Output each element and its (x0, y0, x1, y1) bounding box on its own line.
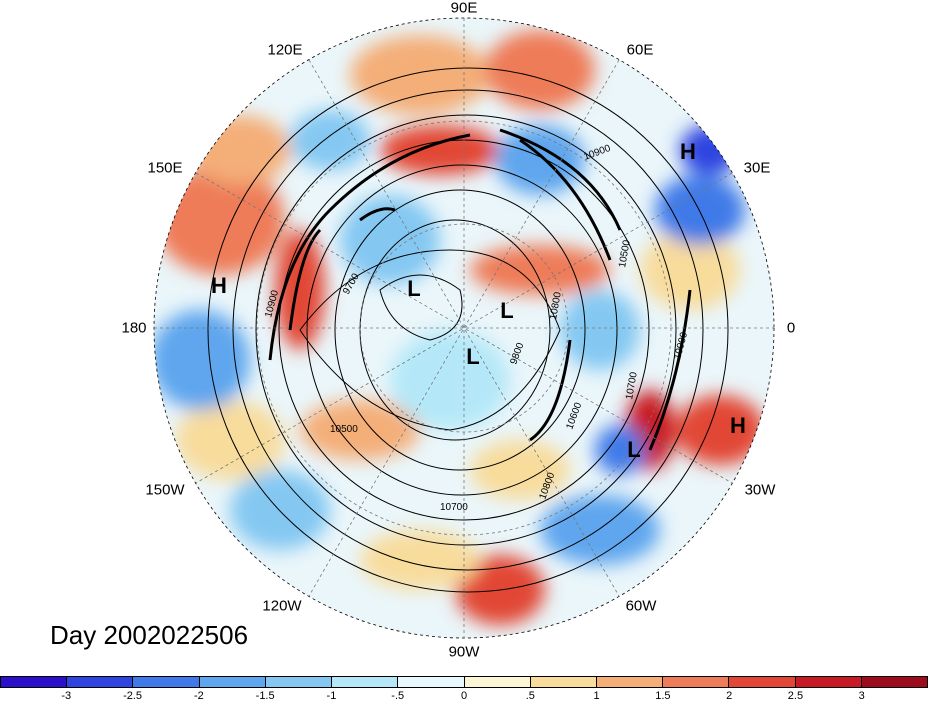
low-pressure-center: L (627, 437, 641, 462)
lon-label-150e: 150E (147, 159, 183, 177)
lon-label-150w: 150W (145, 481, 185, 499)
lon-label-0: 0 (786, 319, 796, 337)
high-pressure-center: H (730, 413, 746, 438)
lon-label-120w: 120W (262, 597, 302, 615)
colorbar-tick-label: -.5 (391, 690, 405, 702)
low-pressure-center: L (407, 276, 421, 301)
lon-label-30w: 30W (744, 481, 776, 499)
polar-stereographic-map (153, 17, 775, 639)
colorbar-swatch (1, 677, 68, 687)
colorbar-swatch (861, 677, 928, 687)
colorbar-swatch (265, 677, 333, 687)
colorbar-tick-label: .5 (525, 690, 535, 702)
lon-label-60e: 60E (626, 41, 654, 59)
anomaly-field (154, 18, 774, 638)
map-title: Day 2002022506 (50, 620, 249, 650)
lon-label-90w: 90W (448, 643, 480, 661)
lon-label-30e: 30E (743, 159, 771, 177)
colorbar-swatch (67, 677, 134, 687)
lon-label-120e: 120E (267, 41, 303, 59)
colorbar-swatch (795, 677, 862, 687)
lon-label-180: 180 (121, 319, 147, 337)
lon-label-90e: 90E (450, 0, 478, 17)
lon-label-60w: 60W (625, 597, 657, 615)
colorbar-swatch (729, 677, 796, 687)
high-pressure-center: H (680, 139, 696, 164)
colorbar-tick-label: -2.5 (123, 690, 143, 702)
high-pressure-center: H (211, 273, 227, 298)
colorbar-tick-label: 2.5 (787, 690, 804, 702)
colorbar-tick-label: -1 (326, 690, 337, 702)
colorbar-swatch (530, 677, 597, 687)
colorbar-swatch (398, 677, 465, 687)
height-contours (207, 67, 729, 593)
colorbar-tick-label: 0 (460, 690, 468, 702)
colorbar-tick-label: -3 (61, 690, 72, 702)
colorbar-swatch (464, 677, 531, 687)
colorbar-swatch (663, 677, 730, 687)
colorbar-tick-label: 1 (593, 690, 600, 702)
colorbar-swatch (332, 677, 399, 687)
low-pressure-center: L (466, 344, 480, 369)
jet-streaks (268, 128, 692, 451)
colorbar-tick-label: 1.5 (655, 690, 671, 702)
colorbar-tick-label: 3 (858, 690, 865, 702)
colorbar-tick-label: 2 (726, 690, 733, 702)
colorbar-swatch (199, 677, 266, 687)
colorbar (0, 676, 928, 688)
colorbar-tick-label: -2 (193, 690, 204, 702)
colorbar-tick-label: -1.5 (255, 690, 275, 702)
colorbar-swatch (596, 677, 664, 687)
low-pressure-center: L (500, 298, 514, 323)
graticule (153, 17, 775, 639)
colorbar-swatch (133, 677, 200, 687)
